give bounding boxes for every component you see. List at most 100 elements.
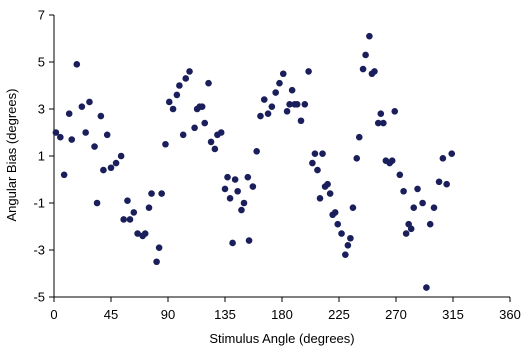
data-point [169, 105, 177, 113]
data-point [153, 258, 160, 266]
x-tick-label: 270 [385, 307, 407, 322]
data-point [448, 150, 456, 157]
data-point [82, 129, 89, 136]
x-tick-label: 135 [214, 307, 236, 322]
data-point [276, 79, 283, 87]
x-tick-label: 90 [161, 307, 175, 322]
data-point [141, 230, 149, 237]
data-point [117, 152, 125, 160]
data-point [443, 180, 450, 188]
y-tick-label: 5 [38, 55, 45, 70]
data-point [240, 199, 248, 207]
data-point [155, 244, 163, 251]
data-point [224, 173, 231, 181]
data-point [396, 171, 404, 179]
data-point [338, 230, 345, 237]
data-point [52, 129, 60, 136]
data-point [65, 110, 73, 117]
data-point [355, 133, 363, 141]
data-point [134, 230, 141, 237]
x-tick-label: 45 [104, 307, 118, 322]
data-point [231, 176, 239, 183]
data-point [410, 204, 418, 211]
data-point [362, 51, 369, 59]
data-point [198, 103, 206, 110]
data-point [380, 119, 387, 127]
data-point [73, 61, 81, 68]
data-point [173, 91, 181, 99]
data-point [311, 150, 319, 157]
data-point [68, 136, 76, 143]
data-point [400, 187, 407, 195]
data-point [374, 119, 382, 127]
data-point [186, 68, 193, 75]
data-point [279, 70, 287, 78]
data-point [112, 159, 120, 167]
x-tick-label: 315 [442, 307, 464, 322]
data-point [57, 133, 64, 141]
data-point [100, 166, 107, 174]
data-point [268, 103, 276, 110]
data-point [176, 82, 183, 89]
data-point [86, 98, 93, 106]
data-point [120, 216, 127, 223]
data-point [301, 101, 309, 108]
y-tick-label: -5 [33, 290, 45, 305]
data-point [347, 234, 354, 242]
data-point [377, 110, 385, 117]
data-point [331, 209, 339, 216]
data-point [238, 206, 245, 214]
data-point [217, 129, 225, 136]
data-point [272, 89, 279, 96]
data-point [293, 101, 301, 108]
y-axis-title: Angular Bias (degrees) [4, 89, 19, 222]
data-point [107, 164, 115, 172]
data-point [103, 131, 111, 139]
data-point [366, 32, 373, 40]
data-points [52, 32, 456, 291]
data-point [305, 68, 312, 75]
data-point [391, 108, 399, 115]
data-point [201, 119, 209, 127]
data-point [221, 185, 229, 193]
x-tick-label: 180 [271, 307, 293, 322]
data-point [439, 155, 447, 162]
data-point [342, 251, 349, 258]
data-point [430, 204, 438, 211]
data-point [162, 140, 169, 148]
data-point [234, 187, 241, 195]
y-tick-label: 7 [38, 8, 45, 23]
data-point [326, 190, 334, 197]
data-point [359, 65, 367, 73]
data-point [414, 185, 421, 193]
data-point [435, 178, 443, 186]
y-tick-label: -1 [33, 196, 45, 211]
data-point [297, 117, 305, 125]
x-tick-label: 0 [50, 307, 57, 322]
data-point [226, 195, 234, 202]
y-tick-label: -3 [33, 243, 45, 258]
data-point [260, 96, 268, 103]
data-point [97, 112, 105, 120]
x-axis-title: Stimulus Angle (degrees) [209, 331, 354, 346]
data-point [179, 131, 187, 139]
data-point [353, 155, 361, 162]
data-point [253, 148, 260, 155]
data-point [205, 79, 212, 87]
data-point [130, 209, 138, 216]
data-point [93, 199, 101, 207]
data-point [211, 145, 219, 153]
data-point [78, 103, 86, 110]
data-point [158, 190, 165, 197]
data-point [334, 220, 342, 228]
data-point [145, 204, 153, 211]
data-point [165, 98, 173, 106]
data-point [371, 68, 378, 75]
x-tick-label: 360 [499, 307, 521, 322]
data-point [124, 197, 131, 204]
y-tick-label: 1 [38, 149, 45, 164]
data-point [344, 242, 352, 249]
data-point [309, 159, 316, 167]
data-point [286, 101, 293, 108]
